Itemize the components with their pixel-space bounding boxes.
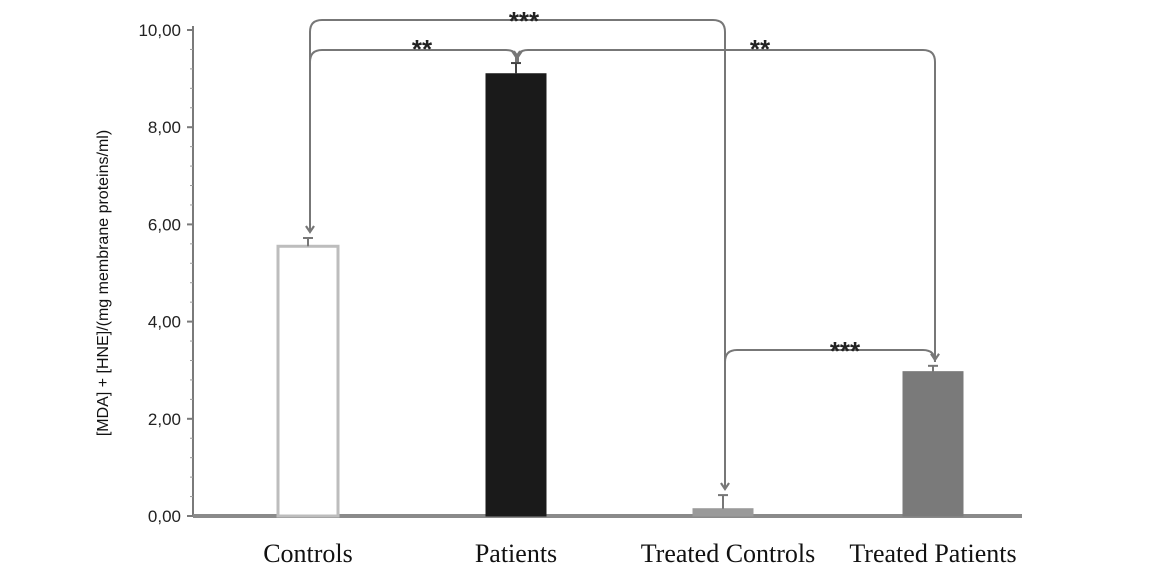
- significance-label: ***: [509, 6, 540, 36]
- labels: 0,00 2,00 4,00 6,00 8,00 10,00 [MDA] + [HNE]/(…: [95, 6, 1017, 568]
- y-tick-label: 6,00: [148, 215, 181, 234]
- significance-bracket: [309, 19, 726, 490]
- bar: [902, 371, 964, 517]
- bars: [276, 62, 964, 518]
- bracket-arrow: [513, 50, 523, 59]
- y-tick-label: 2,00: [148, 410, 181, 429]
- bracket-arrow: [930, 353, 940, 362]
- bar: [692, 508, 754, 517]
- significance-label: **: [412, 34, 433, 64]
- y-tick-label: 8,00: [148, 118, 181, 137]
- category-label: Controls: [263, 539, 353, 566]
- significance-label: **: [750, 34, 771, 64]
- y-axis-title: [MDA] + [HNE]/(mg membrane proteins/ml): [95, 130, 112, 436]
- significance-brackets: [305, 19, 940, 491]
- bar: [485, 73, 547, 517]
- category-label: Treated Patients: [849, 539, 1016, 566]
- bracket-arrow: [305, 225, 315, 234]
- significance-label: ***: [830, 336, 861, 366]
- bracket-arrow: [511, 50, 521, 59]
- y-tick-label: 10,00: [138, 21, 181, 40]
- bar: [276, 244, 340, 518]
- category-label: Patients: [475, 539, 557, 566]
- y-tick-label: 4,00: [148, 313, 181, 332]
- category-label: Treated Controls: [641, 539, 816, 566]
- bracket-arrow: [720, 482, 730, 491]
- y-tick-label: 0,00: [148, 507, 181, 526]
